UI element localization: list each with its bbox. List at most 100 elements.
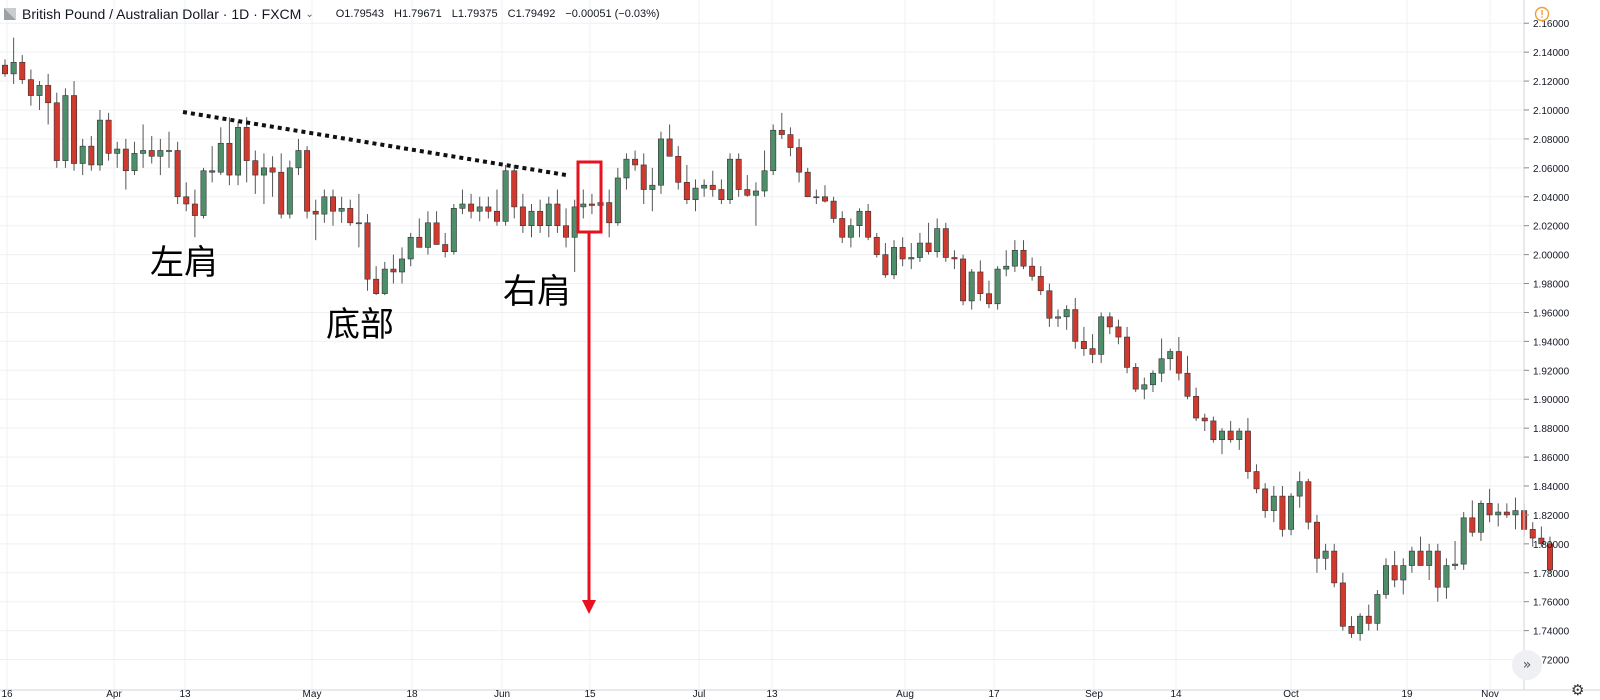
candle-down[interactable] [252, 160, 259, 176]
candle-down[interactable] [1417, 550, 1424, 566]
candle-down[interactable] [683, 182, 690, 200]
candle-up[interactable] [140, 150, 147, 154]
candle-up[interactable] [79, 145, 86, 164]
candle-up[interactable] [1149, 372, 1156, 386]
candle-up[interactable] [399, 258, 406, 273]
candle-up[interactable] [545, 203, 552, 226]
candle-down[interactable] [830, 200, 837, 219]
candle-up[interactable] [286, 167, 293, 215]
candle-up[interactable] [727, 158, 734, 200]
candle-up[interactable] [658, 138, 664, 186]
candle-up[interactable] [157, 150, 164, 157]
scroll-to-realtime-button[interactable]: » [1512, 650, 1542, 680]
candle-down[interactable] [1193, 396, 1200, 419]
candle-down[interactable] [1046, 290, 1053, 319]
candle-up[interactable] [916, 242, 923, 258]
candle-up[interactable] [1374, 594, 1381, 624]
candle-down[interactable] [1029, 265, 1036, 277]
candle-down[interactable] [640, 164, 647, 190]
candle-up[interactable] [96, 119, 103, 166]
candle-down[interactable] [485, 206, 492, 212]
candle-up[interactable] [580, 203, 587, 208]
candle-up[interactable] [476, 206, 483, 212]
candle-up[interactable] [908, 257, 915, 260]
candle-down[interactable] [1132, 367, 1139, 390]
gear-icon[interactable]: ⚙ [1571, 681, 1585, 699]
candle-down[interactable] [330, 196, 336, 212]
candle-down[interactable] [1348, 625, 1355, 634]
candle-up[interactable] [752, 190, 759, 196]
candle-down[interactable] [960, 258, 967, 302]
candle-down[interactable] [1503, 511, 1510, 516]
candle-up[interactable] [968, 271, 975, 302]
candle-up[interactable] [623, 158, 630, 179]
candle-up[interactable] [36, 85, 43, 96]
candle-down[interactable] [804, 171, 811, 198]
candle-up[interactable] [381, 268, 388, 294]
candle-down[interactable] [278, 171, 285, 215]
candle-down[interactable] [1072, 309, 1079, 342]
candle-up[interactable] [200, 170, 207, 216]
candle-down[interactable] [494, 210, 500, 222]
candle-down[interactable] [839, 218, 846, 238]
candle-down[interactable] [183, 196, 190, 205]
candle-down[interactable] [796, 147, 803, 173]
candle-up[interactable] [649, 184, 656, 190]
candle-up[interactable] [131, 153, 138, 172]
candle-down[interactable] [304, 150, 311, 212]
candle-down[interactable] [1253, 471, 1260, 490]
candle-down[interactable] [191, 203, 198, 216]
candle-down[interactable] [675, 155, 682, 183]
candle-down[interactable] [1115, 326, 1122, 338]
candle-down[interactable] [1089, 348, 1096, 355]
candle-down[interactable] [588, 203, 595, 206]
candle-up[interactable] [260, 167, 267, 176]
candle-up[interactable] [1270, 495, 1277, 511]
candle-down[interactable] [1106, 316, 1113, 328]
candle-down[interactable] [468, 203, 475, 212]
candle-up[interactable] [235, 127, 242, 176]
candle-up[interactable] [10, 61, 17, 75]
candle-down[interactable] [1037, 276, 1044, 292]
candle-down[interactable] [53, 102, 60, 161]
candle-up[interactable] [407, 236, 414, 260]
candle-down[interactable] [666, 138, 673, 157]
candle-down[interactable] [1313, 521, 1320, 559]
candle-up[interactable] [1408, 550, 1415, 566]
candle-up[interactable] [1443, 565, 1450, 588]
candle-up[interactable] [459, 203, 466, 209]
candle-down[interactable] [744, 189, 751, 196]
candle-down[interactable] [985, 293, 992, 305]
warning-icon[interactable] [1534, 6, 1550, 22]
candle-up[interactable] [528, 210, 535, 226]
candle-up[interactable] [692, 187, 699, 200]
candle-down[interactable] [243, 127, 250, 161]
candle-down[interactable] [373, 278, 380, 294]
candle-down[interactable] [787, 134, 794, 148]
candle-down[interactable] [1244, 430, 1251, 472]
candle-down[interactable] [873, 236, 880, 255]
candle-down[interactable] [882, 254, 889, 276]
candle-down[interactable] [433, 222, 440, 245]
time-axis-labels[interactable]: 16 Apr 13 May 18 Jun 15 Jul 13 Aug 17 Sep 14 Oct 19 Nov [1, 689, 1498, 700]
candle-up[interactable] [217, 142, 224, 173]
candle-down[interactable] [925, 242, 932, 253]
neckline-trendline[interactable] [182, 110, 567, 177]
candle-up[interactable] [701, 184, 708, 189]
symbol-title[interactable]: British Pound / Australian Dollar · 1D ·… [22, 6, 302, 22]
candle-up[interactable] [1158, 358, 1165, 374]
candle-down[interactable] [2, 64, 8, 75]
candle-down[interactable] [1391, 565, 1398, 581]
candle-down[interactable] [1227, 430, 1234, 441]
candle-up[interactable] [1011, 249, 1018, 267]
candle-down[interactable] [364, 222, 371, 280]
candle-down[interactable] [537, 210, 544, 226]
candle-up[interactable] [1003, 265, 1010, 270]
price-axis-labels[interactable]: 2.16000 2.14000 2.12000 2.10000 2.08000 2.060… [1524, 19, 1570, 667]
candle-down[interactable] [606, 202, 613, 224]
candle-down[interactable] [1469, 517, 1476, 533]
candle-up[interactable] [614, 177, 621, 224]
candle-down[interactable] [735, 158, 742, 190]
candle-down[interactable] [1184, 372, 1191, 397]
